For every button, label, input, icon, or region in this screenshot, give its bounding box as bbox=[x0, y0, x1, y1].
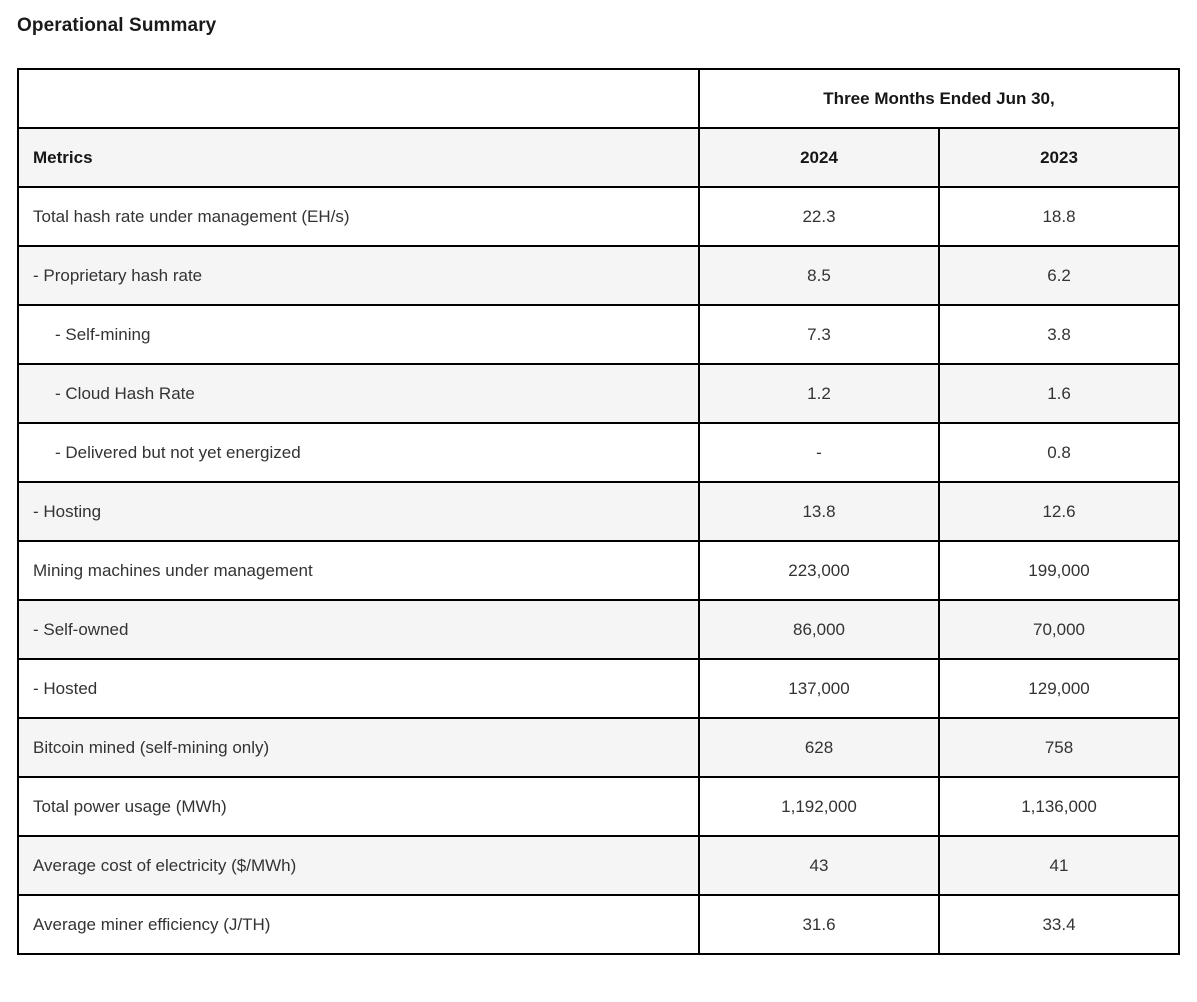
metric-cell: - Hosted bbox=[17, 658, 700, 719]
value-cell-2024: 31.6 bbox=[698, 894, 940, 955]
metric-cell: Mining machines under management bbox=[17, 540, 700, 601]
period-header-row: Three Months Ended Jun 30, bbox=[17, 68, 1181, 129]
metric-cell: - Proprietary hash rate bbox=[17, 245, 700, 306]
value-cell-2023: 1.6 bbox=[937, 363, 1181, 424]
metric-cell: - Delivered but not yet energized bbox=[17, 422, 700, 483]
value-cell-2024: 223,000 bbox=[698, 540, 940, 601]
table-body: Total hash rate under management (EH/s) 2… bbox=[17, 186, 1181, 955]
value-cell-2024: 13.8 bbox=[698, 481, 940, 542]
page-title: Operational Summary bbox=[17, 15, 217, 36]
years-header-row: Metrics 2024 2023 bbox=[17, 127, 1181, 188]
value-cell-2024: 1,192,000 bbox=[698, 776, 940, 837]
metric-cell: Total power usage (MWh) bbox=[17, 776, 700, 837]
value-cell-2023: 0.8 bbox=[937, 422, 1181, 483]
metric-cell: - Self-mining bbox=[17, 304, 700, 365]
value-cell-2024: 1.2 bbox=[698, 363, 940, 424]
value-cell-2023: 33.4 bbox=[937, 894, 1181, 955]
table-row: - Hosting 13.8 12.6 bbox=[17, 481, 1181, 542]
table-row: - Proprietary hash rate 8.5 6.2 bbox=[17, 245, 1181, 306]
metric-cell: Average miner efficiency (J/TH) bbox=[17, 894, 700, 955]
value-cell-2024: 22.3 bbox=[698, 186, 940, 247]
metric-cell: - Self-owned bbox=[17, 599, 700, 660]
table-row: - Hosted 137,000 129,000 bbox=[17, 658, 1181, 719]
value-cell-2024: 86,000 bbox=[698, 599, 940, 660]
metric-cell: Average cost of electricity ($/MWh) bbox=[17, 835, 700, 896]
value-cell-2023: 12.6 bbox=[937, 481, 1181, 542]
value-cell-2024: 8.5 bbox=[698, 245, 940, 306]
value-cell-2023: 199,000 bbox=[937, 540, 1181, 601]
value-cell-2023: 6.2 bbox=[937, 245, 1181, 306]
value-cell-2023: 18.8 bbox=[937, 186, 1181, 247]
value-cell-2023: 758 bbox=[937, 717, 1181, 778]
value-cell-2023: 3.8 bbox=[937, 304, 1181, 365]
metric-cell: - Cloud Hash Rate bbox=[17, 363, 700, 424]
table-row: - Self-mining 7.3 3.8 bbox=[17, 304, 1181, 365]
value-cell-2024: 7.3 bbox=[698, 304, 940, 365]
operational-summary-table: Three Months Ended Jun 30, Metrics 2024 … bbox=[17, 68, 1181, 955]
period-header-cell: Three Months Ended Jun 30, bbox=[697, 68, 1181, 129]
table-row: - Self-owned 86,000 70,000 bbox=[17, 599, 1181, 660]
metric-cell: Bitcoin mined (self-mining only) bbox=[17, 717, 700, 778]
table-row: Average miner efficiency (J/TH) 31.6 33.4 bbox=[17, 894, 1181, 955]
year-header-2023: 2023 bbox=[937, 127, 1181, 188]
metrics-header-cell: Metrics bbox=[17, 127, 700, 188]
table-row: Total hash rate under management (EH/s) 2… bbox=[17, 186, 1181, 247]
value-cell-2023: 1,136,000 bbox=[937, 776, 1181, 837]
value-cell-2024: 137,000 bbox=[698, 658, 940, 719]
table-row: - Cloud Hash Rate 1.2 1.6 bbox=[17, 363, 1181, 424]
metric-cell: - Hosting bbox=[17, 481, 700, 542]
metric-cell: Total hash rate under management (EH/s) bbox=[17, 186, 700, 247]
table-row: Average cost of electricity ($/MWh) 43 41 bbox=[17, 835, 1181, 896]
value-cell-2024: 43 bbox=[698, 835, 940, 896]
empty-header-cell bbox=[17, 68, 700, 129]
year-header-2024: 2024 bbox=[698, 127, 940, 188]
value-cell-2024: - bbox=[698, 422, 940, 483]
table-row: Total power usage (MWh) 1,192,000 1,136,00… bbox=[17, 776, 1181, 837]
table-row: Mining machines under management 223,000 1… bbox=[17, 540, 1181, 601]
value-cell-2023: 129,000 bbox=[937, 658, 1181, 719]
table-row: - Delivered but not yet energized -0.8 bbox=[17, 422, 1181, 483]
value-cell-2023: 41 bbox=[937, 835, 1181, 896]
value-cell-2024: 628 bbox=[698, 717, 940, 778]
table-row: Bitcoin mined (self-mining only) 628 758 bbox=[17, 717, 1181, 778]
value-cell-2023: 70,000 bbox=[937, 599, 1181, 660]
